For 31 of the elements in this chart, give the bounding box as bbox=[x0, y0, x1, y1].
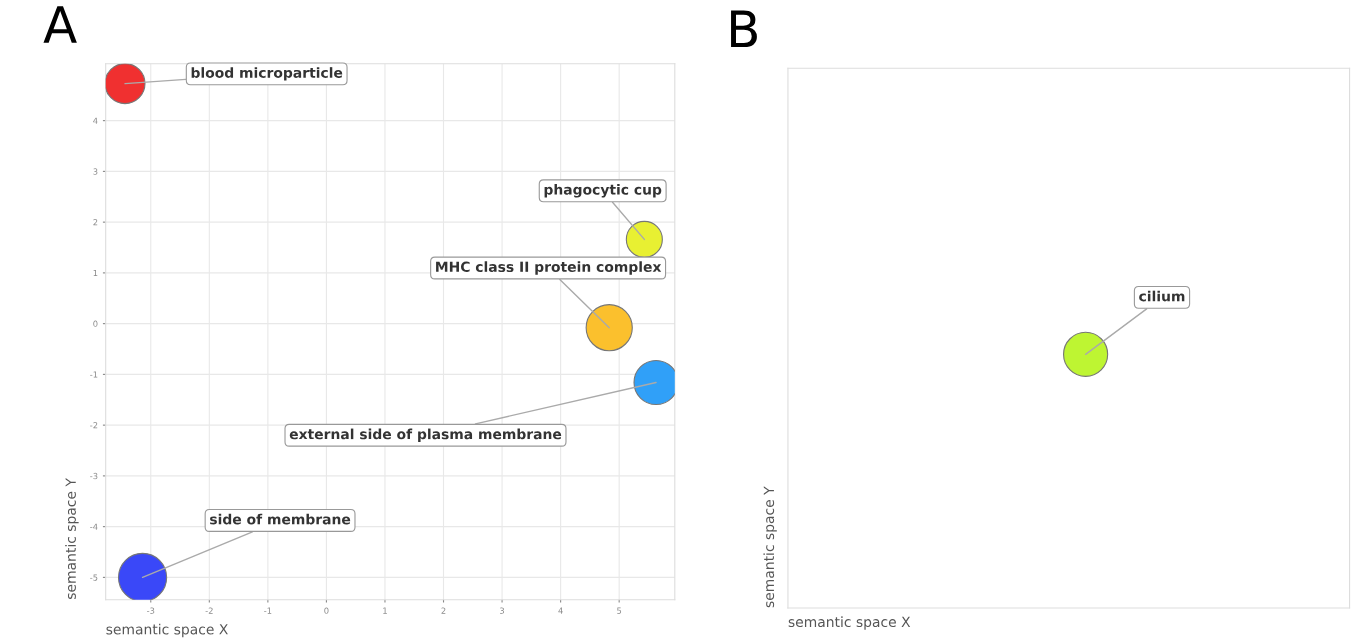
y-tick-label: -1 bbox=[90, 371, 98, 378]
y-tick-label: -5 bbox=[90, 574, 98, 581]
text: cilium bbox=[1139, 290, 1185, 302]
x-tick-label: 3 bbox=[500, 607, 505, 614]
y-tick-label: 2 bbox=[93, 219, 98, 226]
text: side of membrane bbox=[210, 513, 351, 525]
text: blood microparticle bbox=[191, 67, 343, 81]
x-tick-label: -2 bbox=[205, 607, 213, 614]
series-label: phagocytic cup bbox=[544, 184, 662, 198]
chart-title: A bbox=[43, 6, 77, 43]
text: external side of plasma membrane bbox=[289, 428, 562, 443]
text: MHC class II protein complex bbox=[436, 261, 662, 275]
y-tick-label: -2 bbox=[90, 422, 98, 429]
x-tick-label: 0 bbox=[324, 607, 329, 614]
x-tick-label: 1 bbox=[383, 607, 387, 614]
y-tick-label: 1 bbox=[93, 269, 98, 277]
x-tick-label: 2 bbox=[441, 607, 446, 614]
text: B bbox=[731, 10, 757, 48]
text: semantic space X bbox=[788, 616, 911, 630]
y-tick-label: -4 bbox=[90, 523, 98, 530]
y-tick-label: -3 bbox=[90, 472, 98, 480]
x-tick-label: -3 bbox=[147, 607, 155, 614]
y-tick-label: 3 bbox=[93, 168, 98, 175]
y-tick-label: 0 bbox=[93, 320, 98, 327]
x-axis-title: semantic space X bbox=[106, 623, 228, 638]
x-tick-label: -1 bbox=[264, 607, 272, 614]
y-tick-label: 4 bbox=[93, 117, 98, 124]
x-tick-label: 4 bbox=[558, 607, 563, 614]
y-axis-title: semantic space Y bbox=[65, 478, 79, 599]
x-tick-label: 5 bbox=[617, 607, 622, 614]
text: semantic space Y bbox=[763, 486, 777, 608]
